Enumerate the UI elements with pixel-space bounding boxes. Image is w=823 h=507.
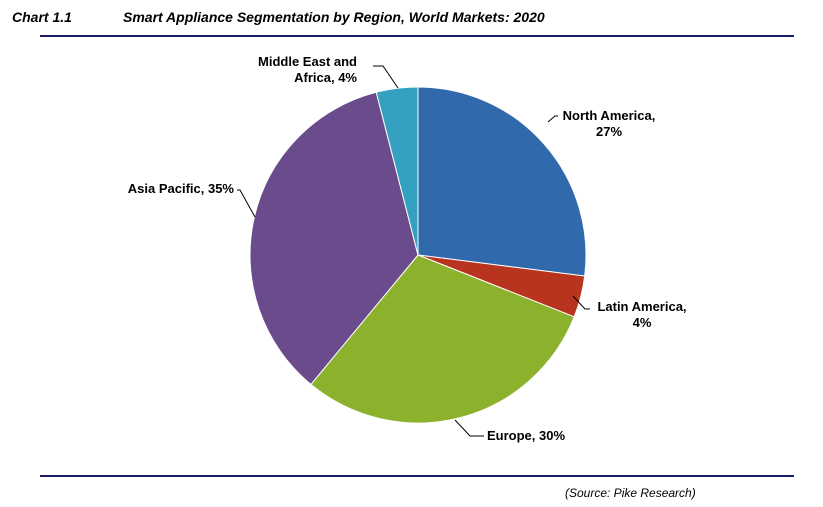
- leader-line: [373, 65, 399, 89]
- leader-line: [547, 115, 558, 123]
- data-label: Asia Pacific, 35%: [128, 181, 235, 196]
- chart-number: Chart 1.1: [12, 9, 72, 25]
- pie-slice-asia-pacific: [249, 91, 419, 386]
- data-label: North America, 27%: [563, 108, 656, 139]
- data-label: Latin America, 4%: [597, 299, 686, 330]
- leader-line: [454, 419, 484, 437]
- top-rule: [40, 35, 794, 37]
- leader-line: [237, 189, 256, 218]
- bottom-rule: [40, 475, 794, 477]
- data-label: Middle East and Africa, 4%: [258, 54, 357, 85]
- chart-title: Smart Appliance Segmentation by Region, …: [123, 9, 545, 25]
- pie-slice-north-america: [417, 86, 587, 277]
- source-note: (Source: Pike Research): [565, 486, 696, 500]
- data-label: Europe, 30%: [487, 428, 565, 443]
- pie-slice-middle-east-and-africa: [375, 86, 419, 256]
- leader-line: [572, 295, 590, 310]
- pie-slice-europe: [310, 254, 575, 424]
